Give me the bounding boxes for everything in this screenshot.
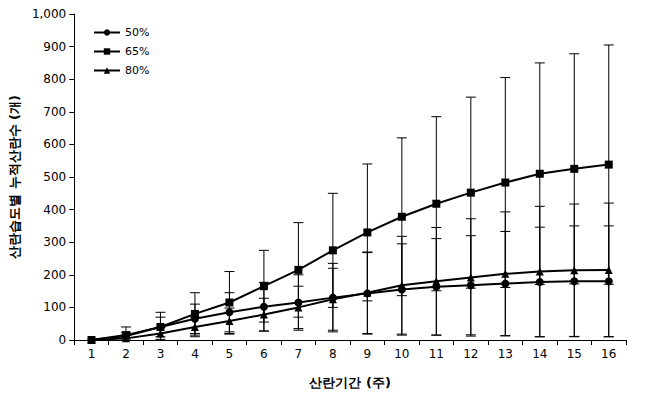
svg-text:9: 9 bbox=[364, 347, 372, 361]
svg-text:7: 7 bbox=[295, 347, 303, 361]
svg-text:4: 4 bbox=[191, 347, 199, 361]
svg-text:산란기간 (주): 산란기간 (주) bbox=[309, 375, 390, 390]
svg-text:800: 800 bbox=[43, 72, 66, 86]
svg-text:65%: 65% bbox=[125, 45, 149, 58]
svg-text:300: 300 bbox=[43, 235, 66, 249]
svg-text:2: 2 bbox=[122, 347, 130, 361]
svg-text:11: 11 bbox=[429, 347, 444, 361]
svg-text:15: 15 bbox=[567, 347, 582, 361]
svg-text:산란습도별 누적산란수 (개): 산란습도별 누적산란수 (개) bbox=[7, 95, 22, 259]
svg-text:3: 3 bbox=[157, 347, 165, 361]
svg-text:80%: 80% bbox=[125, 64, 149, 77]
svg-text:6: 6 bbox=[260, 347, 268, 361]
svg-text:400: 400 bbox=[43, 203, 66, 217]
svg-text:200: 200 bbox=[43, 268, 66, 282]
svg-text:50%: 50% bbox=[125, 26, 149, 39]
svg-text:13: 13 bbox=[498, 347, 513, 361]
svg-text:8: 8 bbox=[329, 347, 337, 361]
svg-text:14: 14 bbox=[532, 347, 547, 361]
svg-text:500: 500 bbox=[43, 170, 66, 184]
svg-text:10: 10 bbox=[394, 347, 409, 361]
svg-text:1,000: 1,000 bbox=[32, 7, 66, 21]
svg-text:900: 900 bbox=[43, 40, 66, 54]
svg-text:16: 16 bbox=[601, 347, 616, 361]
svg-text:700: 700 bbox=[43, 105, 66, 119]
svg-text:100: 100 bbox=[43, 300, 66, 314]
svg-text:5: 5 bbox=[226, 347, 234, 361]
svg-text:1: 1 bbox=[88, 347, 96, 361]
svg-text:600: 600 bbox=[43, 137, 66, 151]
svg-text:12: 12 bbox=[463, 347, 478, 361]
svg-text:0: 0 bbox=[59, 333, 67, 347]
